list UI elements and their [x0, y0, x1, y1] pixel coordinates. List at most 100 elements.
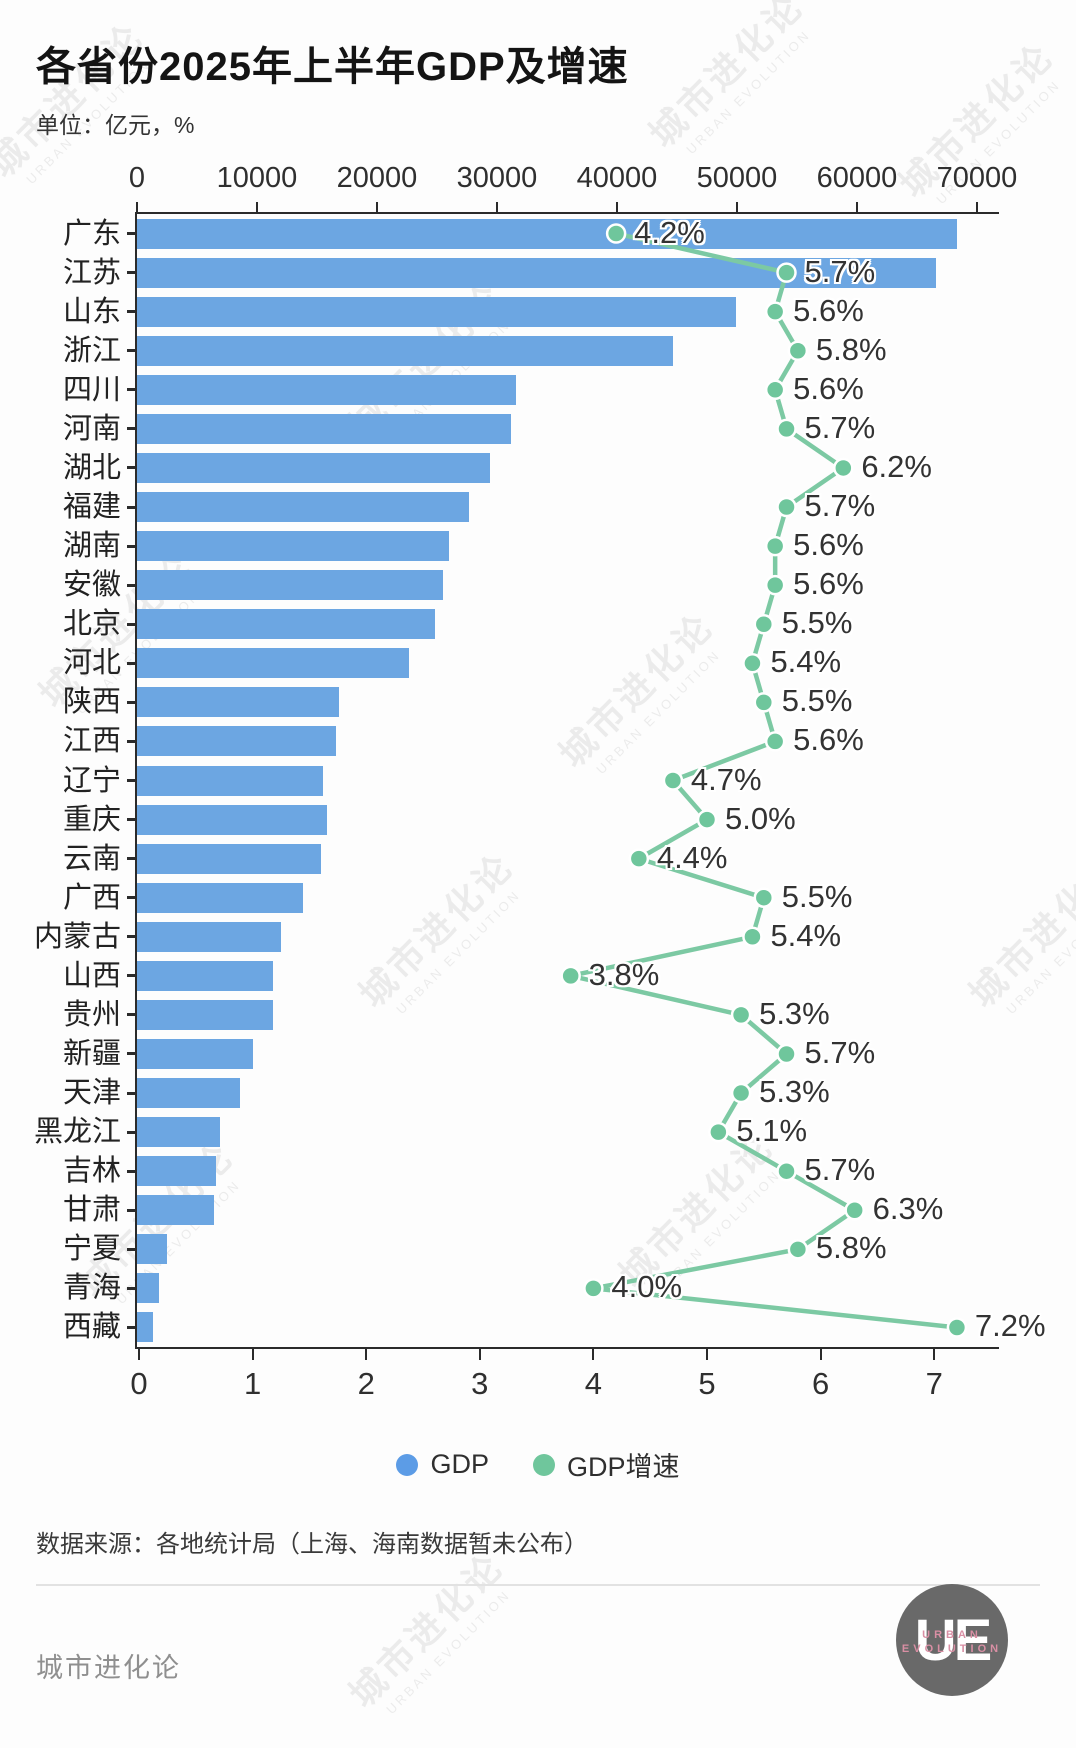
- province-label: 河北: [62, 647, 121, 680]
- gdp-bar: [137, 1312, 153, 1343]
- province-label: 湖南: [62, 530, 121, 563]
- gdp-growth-line: [560, 223, 968, 1338]
- growth-marker-dot: [742, 926, 763, 948]
- province-label: 黑龙江: [33, 1116, 121, 1149]
- gdp-bar: [137, 1078, 241, 1109]
- province-label: 云南: [62, 842, 121, 875]
- province-label: 天津: [62, 1077, 121, 1110]
- gdp-axis-tick: [376, 202, 378, 213]
- growth-value-label: 5.8%: [815, 1230, 887, 1266]
- growth-marker-dot: [662, 770, 684, 791]
- gdp-bar: [137, 804, 327, 835]
- province-label: 江西: [62, 725, 121, 758]
- province-label: 江苏: [62, 256, 121, 289]
- province-label: 广西: [62, 881, 121, 914]
- growth-value-label: 7.2%: [974, 1308, 1046, 1344]
- gdp-axis-tick: [976, 202, 978, 213]
- growth-axis-tick: [706, 1349, 708, 1360]
- legend-gdp-label: GDP: [430, 1449, 489, 1479]
- gdp-bar: [137, 921, 281, 952]
- growth-value-label: 5.1%: [736, 1113, 808, 1149]
- growth-value-label: 4.4%: [656, 839, 728, 875]
- growth-marker-dot: [730, 1004, 752, 1026]
- gdp-bar: [137, 999, 274, 1030]
- growth-value-label: 5.5%: [781, 878, 853, 914]
- growth-axis-tick-label: 7: [925, 1366, 943, 1401]
- gdp-bar: [137, 1156, 217, 1187]
- gdp-bar: [137, 726, 337, 757]
- growth-marker-dot: [696, 809, 718, 830]
- growth-value-label: 5.7%: [804, 1152, 876, 1188]
- gdp-bar: [137, 531, 449, 562]
- growth-marker-dot: [730, 1082, 752, 1104]
- growth-axis-tick-label: 3: [471, 1366, 489, 1401]
- province-axis-tick: [127, 583, 136, 587]
- growth-value-label: 4.0%: [611, 1269, 683, 1305]
- province-axis-tick: [127, 935, 136, 939]
- province-label: 吉林: [62, 1155, 121, 1188]
- gdp-axis-tick: [736, 202, 738, 213]
- growth-marker-dot: [628, 848, 650, 869]
- gdp-bar: [137, 609, 435, 640]
- growth-axis-tick: [251, 1349, 254, 1360]
- province-axis-tick: [127, 1169, 136, 1173]
- gdp-bar: [137, 765, 323, 796]
- province-axis-tick: [127, 1130, 136, 1134]
- province-label: 四川: [62, 373, 121, 406]
- legend-item-growth: GDP增速: [533, 1445, 680, 1484]
- gdp-axis-tick: [856, 202, 858, 213]
- province-axis-tick: [127, 1052, 136, 1056]
- gdp-axis-tick-label: 70000: [936, 162, 1018, 194]
- gdp-bar: [137, 570, 443, 601]
- growth-value-label: 5.4%: [770, 644, 842, 680]
- growth-marker-dot: [605, 223, 627, 244]
- province-axis-tick: [127, 739, 136, 743]
- gdp-growth-legend-dot-icon: [533, 1453, 555, 1476]
- growth-axis-tick: [365, 1349, 368, 1360]
- province-axis-tick: [127, 779, 136, 782]
- province-label: 甘肃: [62, 1194, 121, 1227]
- province-axis-tick: [127, 1208, 136, 1212]
- growth-marker-dot: [753, 613, 775, 635]
- growth-value-label: 4.2%: [634, 214, 705, 250]
- gdp-bar: [137, 1234, 167, 1265]
- brand-name: 城市进化论: [36, 1653, 181, 1683]
- growth-axis-tick: [478, 1349, 481, 1360]
- growth-marker-dot: [753, 887, 775, 908]
- province-label: 安徽: [62, 569, 121, 602]
- legend: GDP GDP增速: [0, 1445, 1076, 1484]
- province-axis-tick: [127, 896, 136, 900]
- province-axis-tick: [127, 466, 136, 470]
- gdp-axis-tick: [496, 202, 498, 213]
- growth-marker-dot: [833, 457, 854, 479]
- province-axis-tick: [127, 1286, 136, 1290]
- growth-marker-dot: [764, 574, 786, 596]
- gdp-bar: [137, 960, 273, 991]
- growth-marker-dot: [708, 1121, 729, 1143]
- province-axis-tick: [127, 232, 136, 236]
- growth-value-label: 5.7%: [804, 253, 876, 289]
- gdp-bar: [137, 648, 410, 679]
- gdp-axis-tick-label: 10000: [216, 162, 298, 194]
- growth-marker-dot: [776, 262, 797, 283]
- growth-value-label: 3.8%: [588, 956, 660, 992]
- growth-value-label: 5.3%: [759, 995, 830, 1031]
- gdp-axis-tick-label: 40000: [576, 162, 658, 194]
- growth-marker-dot: [787, 1239, 809, 1260]
- chart-title: 各省份2025年上半年GDP及增速: [36, 45, 629, 89]
- province-label: 陕西: [62, 686, 121, 719]
- gdp-axis-tick-label: 30000: [456, 162, 538, 194]
- gdp-legend-dot-icon: [396, 1453, 419, 1476]
- growth-marker-dot: [776, 496, 797, 518]
- gdp-axis-tick: [616, 202, 618, 213]
- gdp-axis-tick-label: 50000: [696, 162, 778, 194]
- province-label: 山东: [62, 295, 121, 328]
- province-axis-tick: [127, 857, 136, 861]
- logo-ue-text: UE: [914, 1607, 993, 1673]
- plot-area: 0 10000 20000 30000 40000 50000 60000 70000 0 1 2 3…: [34, 162, 1046, 1401]
- gdp-bar: [137, 218, 957, 249]
- gdp-axis-tick-label: 0: [128, 162, 146, 194]
- growth-value-label: 5.4%: [770, 917, 842, 953]
